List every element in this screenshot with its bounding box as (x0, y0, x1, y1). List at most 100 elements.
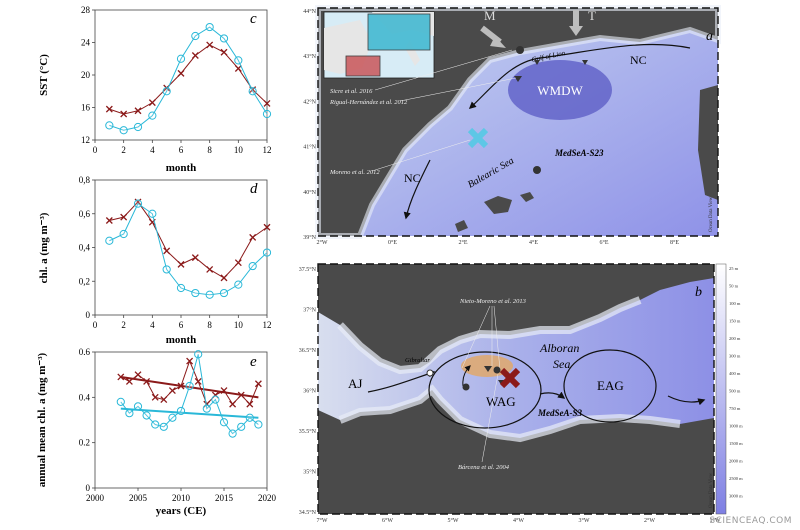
map-a-mallorca (484, 196, 512, 214)
chart-e-point (159, 422, 168, 431)
chart-d-xtick-label: 12 (263, 320, 272, 330)
map-b-lat-label: 37.5°N (299, 266, 317, 273)
chart-c-ytick-label: 16 (81, 103, 91, 113)
watermark: SCIENCEAQ.COM (709, 516, 792, 526)
chart-e-point (202, 404, 211, 413)
chart-c-xtick-label: 8 (207, 145, 212, 155)
chart-e-point (168, 413, 177, 422)
chart-e-point (133, 402, 143, 411)
chart-e-point (229, 400, 237, 408)
nc-current-arrow-top (468, 43, 691, 109)
chart-d-ytick-label: 0 (86, 310, 91, 320)
map-a-ibiza (455, 220, 468, 232)
depth-scale-label: 100 m (729, 301, 741, 306)
map-a-lat-label: 39°N (303, 234, 316, 241)
site-marker-b3 (484, 366, 492, 372)
map-b-lon-label: 6°W (382, 517, 393, 524)
chart-e-ylabel: annual mean chl. a (mg m⁻³) (36, 352, 48, 487)
gibraltar-marker (426, 369, 434, 377)
chart-c-point (119, 126, 128, 135)
depth-scale-label: 25 m (729, 266, 739, 271)
chart-d-xtick-label: 8 (207, 320, 212, 330)
nc-label-top: NC (630, 53, 647, 67)
ref-line-2 (399, 77, 517, 102)
map-b-lat-label: 37°N (303, 307, 316, 314)
chart-c-xtick-label: 4 (150, 145, 155, 155)
map-b-odv: Ocean Data View (709, 472, 714, 508)
chart-d-xtick-label: 10 (234, 320, 244, 330)
chart-e-point (220, 387, 228, 394)
eag-gyre (563, 349, 657, 423)
ref-moreno: Moreno et al. 2012 (329, 169, 380, 176)
chart-c-ylabel: SST (°C) (38, 54, 50, 96)
aj-label: AJ (348, 376, 362, 391)
chart-c-point (191, 52, 199, 59)
chart-d-point (177, 260, 185, 268)
chart-d-ytick-label: 0,6 (79, 209, 91, 219)
eag-label: EAG (597, 378, 624, 393)
map-b-land-iberia (318, 264, 640, 370)
gibraltar-label: Gibraltar (405, 357, 430, 364)
map-a-lat-label: 41°N (303, 144, 316, 151)
chart-d-xlabel: month (166, 334, 197, 346)
ref-line-1 (374, 49, 513, 91)
wmdw-label: WMDW (537, 83, 583, 98)
depth-scale-label: 2000 m (729, 459, 743, 464)
wag-label: WAG (486, 394, 516, 409)
chart-d-xtick-label: 0 (93, 320, 98, 330)
chart-c-xtick-label: 6 (179, 145, 184, 155)
chart-c-point (105, 105, 113, 113)
chart-d-point (105, 236, 114, 245)
chart-d-point (249, 233, 257, 241)
map-a-lat-label: 43°N (303, 53, 316, 60)
chart-d-point (105, 217, 113, 224)
core-site-medsea-s3 (499, 367, 521, 389)
chart-d-point (163, 247, 171, 255)
ref-nieto: Nieto-Moreno et al. 2013 (459, 298, 527, 305)
ref-line-4 (461, 305, 491, 369)
chart-c-xlabel: month (166, 162, 197, 174)
chart-e-panel-label: e (250, 354, 257, 370)
map-b-lon-label: 4°W (513, 517, 524, 524)
chart-e-ytick-label: 0.4 (79, 392, 91, 402)
chart-d-point (148, 209, 157, 218)
chart-d-point (191, 288, 200, 298)
site-marker-3 (534, 60, 540, 65)
chart-d-point (206, 265, 214, 273)
chart-d-ytick-label: 0,4 (79, 243, 91, 253)
chart-e-point (211, 391, 219, 399)
depth-scale-label: 400 m (729, 371, 741, 376)
chart-e-point (142, 411, 151, 420)
chart-d-point (205, 290, 214, 299)
wmdw-area (508, 60, 612, 120)
chart-c-point (148, 99, 156, 107)
chart-e-point (185, 381, 194, 391)
chart-d-point (262, 248, 272, 257)
chart-c-point (176, 54, 186, 63)
depth-scale-label: 150 m (729, 319, 741, 324)
map-a-coast-shelf (315, 5, 721, 239)
ref-rigual: Rigual-Hernández et al. 2012 (329, 99, 408, 106)
map-a-lon-label: 0°E (388, 239, 397, 246)
chart-e-trendline (120, 407, 259, 419)
chart-e-xtick-label: 2015 (215, 493, 234, 503)
sea-label: Sea (553, 357, 570, 371)
chart-e-point (125, 409, 134, 418)
chart-d-point (133, 199, 143, 208)
chart-c-xtick-label: 10 (234, 145, 244, 155)
map-b-lon-label: 5°W (447, 517, 458, 524)
map-a-lon-label: 8°E (670, 239, 679, 246)
chart-c-point (262, 109, 272, 119)
chart-c-xtick-label: 2 (121, 145, 126, 155)
chart-c-point (205, 22, 214, 32)
chart-c-ytick-label: 20 (81, 70, 91, 80)
chart-d-xtick-label: 6 (179, 320, 184, 330)
depth-scale-label: 750 m (729, 406, 741, 411)
depth-scale-label: 1000 m (729, 424, 743, 429)
chart-e-point (151, 420, 160, 429)
depth-scale-label: 3000 m (729, 494, 743, 499)
tramontane-label: T (588, 8, 596, 23)
